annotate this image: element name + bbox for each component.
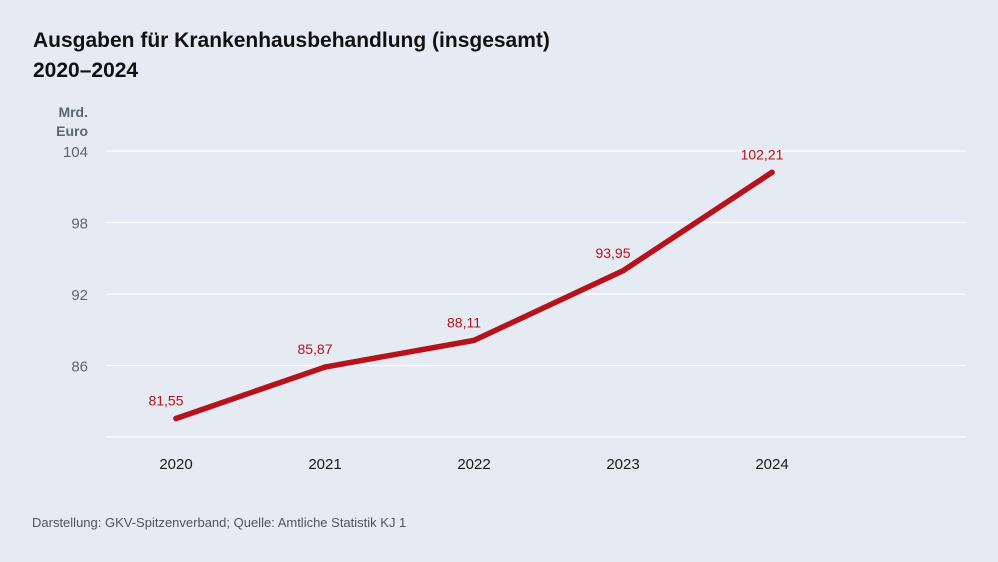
y-tick-label-98: 98 bbox=[71, 216, 88, 233]
y-tick-label-104: 104 bbox=[63, 144, 88, 161]
chart-title: Ausgaben für Krankenhausbehandlung (insg… bbox=[33, 26, 550, 86]
data-point-2020 bbox=[173, 415, 179, 422]
data-point-2022 bbox=[471, 337, 477, 344]
data-label-2020: 81,55 bbox=[148, 393, 183, 409]
y-axis-unit-label: Mrd. Euro bbox=[30, 103, 88, 141]
series-line bbox=[173, 169, 775, 422]
y-axis-unit-line2: Euro bbox=[56, 123, 88, 139]
data-label-2022: 88,11 bbox=[447, 314, 481, 330]
data-point-2021 bbox=[322, 364, 328, 370]
data-point-2023 bbox=[620, 268, 626, 274]
y-axis-unit-line1: Mrd. bbox=[58, 104, 88, 120]
x-tick-label-2023: 2023 bbox=[606, 456, 639, 473]
x-tick-label-2024: 2024 bbox=[755, 456, 788, 473]
data-label-2024: 102,21 bbox=[741, 146, 784, 162]
chart-title-line1: Ausgaben für Krankenhausbehandlung (insg… bbox=[33, 29, 550, 52]
source-footer: Darstellung: GKV-Spitzenverband; Quelle:… bbox=[32, 515, 407, 530]
y-tick-label-92: 92 bbox=[71, 287, 88, 304]
chart-title-line2: 2020–2024 bbox=[33, 59, 139, 82]
data-label-2021: 85,87 bbox=[297, 341, 332, 357]
x-tick-label-2022: 2022 bbox=[457, 456, 490, 473]
data-label-2023: 93,95 bbox=[595, 245, 630, 261]
y-tick-label-86: 86 bbox=[71, 359, 88, 376]
data-point-2024 bbox=[769, 169, 775, 176]
x-tick-label-2020: 2020 bbox=[159, 456, 192, 473]
x-tick-label-2021: 2021 bbox=[308, 456, 341, 473]
